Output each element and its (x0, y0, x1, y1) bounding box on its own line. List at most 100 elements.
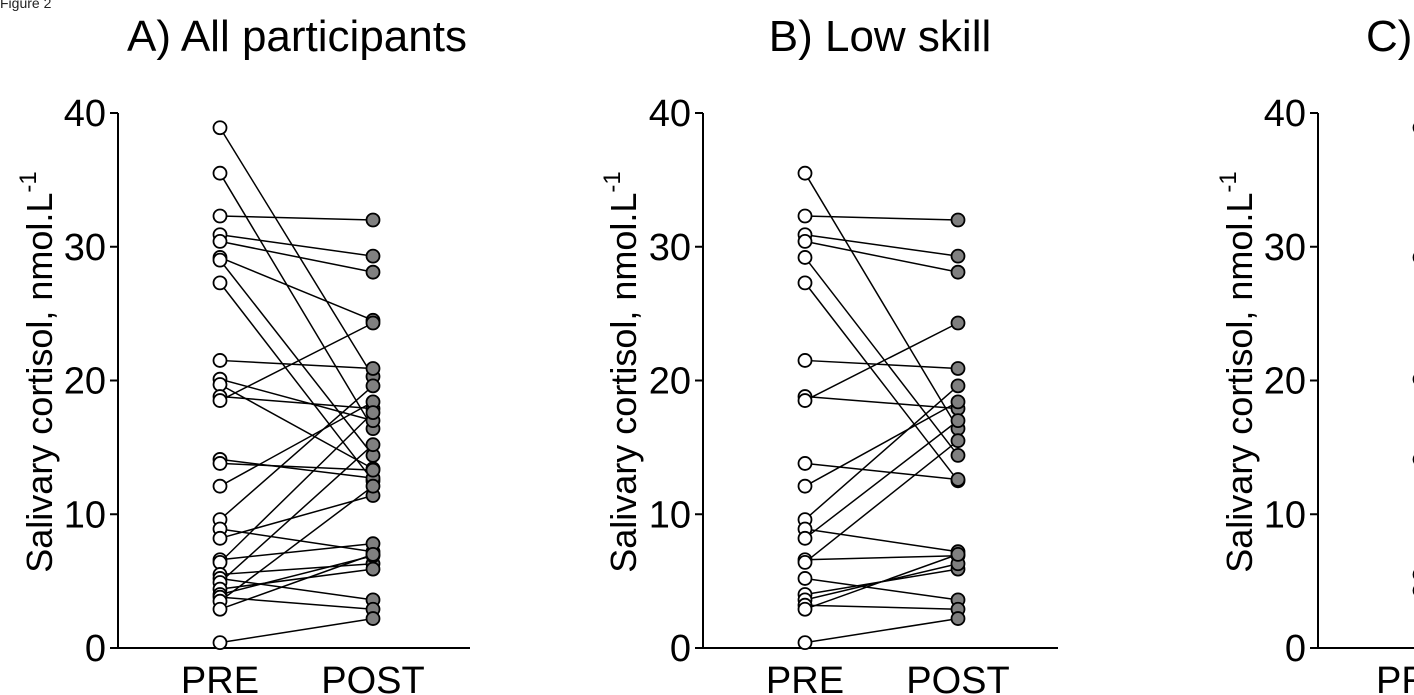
y-tick-label: 10 (64, 494, 106, 536)
pair-line (804, 172, 959, 430)
pre-point (212, 275, 228, 291)
post-point (365, 437, 381, 453)
y-tick-label: 40 (1264, 93, 1306, 135)
pre-point (797, 456, 813, 471)
post-point (950, 212, 966, 228)
post-point (950, 315, 966, 331)
pair-line (219, 395, 374, 410)
post-point (950, 611, 966, 626)
pair-line (219, 256, 374, 322)
pair-line (804, 395, 959, 410)
pair-line (219, 172, 374, 430)
pair-line (804, 528, 959, 553)
x-tick-label: PRE (181, 660, 259, 695)
pre-point (212, 601, 228, 617)
x-tick-label: PRE (766, 660, 844, 695)
pair-line (219, 542, 374, 561)
post-point (365, 478, 381, 494)
pair-line (804, 233, 959, 257)
post-point (950, 447, 966, 463)
post-point (365, 546, 381, 562)
panel-b-plot: 0 10 20 30 40 PRE POST (649, 93, 1058, 695)
panel-b: B) Low skill Salivary cortisol, nmol.L-1… (599, 12, 1058, 695)
pair-line (219, 444, 374, 584)
y-tick-label: 30 (649, 227, 691, 269)
pre-point (212, 165, 228, 181)
pair-line (804, 604, 959, 610)
pair-line (804, 420, 959, 539)
post-point (950, 433, 966, 449)
pair-line (804, 553, 959, 610)
y-tick-label: 20 (1264, 361, 1306, 403)
pre-point (797, 233, 813, 249)
panel-a-plot: 0 10 20 30 40 PRE POST (64, 93, 470, 695)
panel-a-y-axis-title-text: Salivary cortisol, nmol.L (19, 193, 60, 573)
post-point (365, 361, 381, 376)
pre-point (797, 601, 813, 617)
pre-point (797, 165, 813, 181)
pair-line (804, 322, 959, 402)
y-tick-label: 30 (64, 227, 106, 269)
pair-line (804, 359, 959, 370)
svg-text:Salivary cortisol, nmol.L-1: Salivary cortisol, nmol.L-1 (15, 171, 60, 572)
y-tick-label: 40 (649, 93, 691, 135)
pre-point (212, 635, 228, 651)
pre-point (212, 530, 228, 546)
pre-point (212, 555, 228, 570)
pre-point (797, 208, 813, 224)
pair-line (804, 282, 959, 482)
pair-line (219, 233, 374, 257)
panel-a: A) All participants Salivary cortisol, n… (15, 12, 470, 695)
y-tick-label: 20 (649, 361, 691, 403)
pair-line (219, 458, 374, 479)
panel-b-y-axis-title-sup: -1 (599, 171, 626, 192)
panel-c-title: C) (1366, 12, 1412, 61)
pair-line (219, 494, 374, 540)
pair-line (219, 528, 374, 553)
pair-line (804, 385, 959, 521)
post-point (365, 462, 381, 478)
pair-line (804, 240, 959, 273)
y-tick-label: 10 (1264, 494, 1306, 536)
pre-point (212, 353, 228, 368)
post-point (365, 315, 381, 331)
y-tick-label: 40 (64, 93, 106, 135)
panel-a-y-axis-title-sup: -1 (15, 171, 42, 192)
panel-c: C) Salivary cortisol, nmol.L-1 0 10 20 30 40… (1215, 12, 1414, 695)
x-tick-label: POST (906, 660, 1009, 695)
y-tick-label: 0 (1285, 628, 1306, 670)
pre-point (797, 571, 813, 586)
x-tick-label: PR (1376, 660, 1414, 695)
panel-a-y-axis-title: Salivary cortisol, nmol.L-1 (15, 171, 60, 572)
pair-line (219, 568, 374, 590)
pre-point (212, 120, 228, 136)
post-point (365, 405, 381, 421)
panel-c-plot: 0 10 20 30 40 PR (1264, 93, 1414, 695)
pair-line (804, 462, 959, 481)
post-point (950, 472, 966, 487)
pair-line (804, 401, 959, 487)
panel-b-title: B) Low skill (769, 12, 992, 61)
pair-line (219, 554, 374, 596)
pre-point (797, 478, 813, 494)
post-point (365, 212, 381, 228)
y-tick-label: 0 (85, 628, 106, 670)
post-point (365, 378, 381, 394)
pair-line (219, 282, 374, 482)
pair-line (219, 240, 374, 273)
panel-b-y-axis-title: Salivary cortisol, nmol.L-1 (599, 171, 644, 572)
pair-line (219, 378, 374, 422)
panel-c-y-axis-title-sup: -1 (1215, 171, 1242, 192)
pre-point (212, 478, 228, 494)
pre-point (797, 635, 813, 651)
pre-point (797, 530, 813, 546)
pre-point (797, 555, 813, 570)
pre-point (797, 250, 813, 265)
panel-c-y-axis-title: Salivary cortisol, nmol.L-1 (1215, 171, 1260, 572)
pre-point (212, 233, 228, 249)
pair-line (219, 412, 374, 563)
pre-point (797, 393, 813, 408)
post-point (950, 394, 966, 410)
pair-line (804, 440, 959, 563)
